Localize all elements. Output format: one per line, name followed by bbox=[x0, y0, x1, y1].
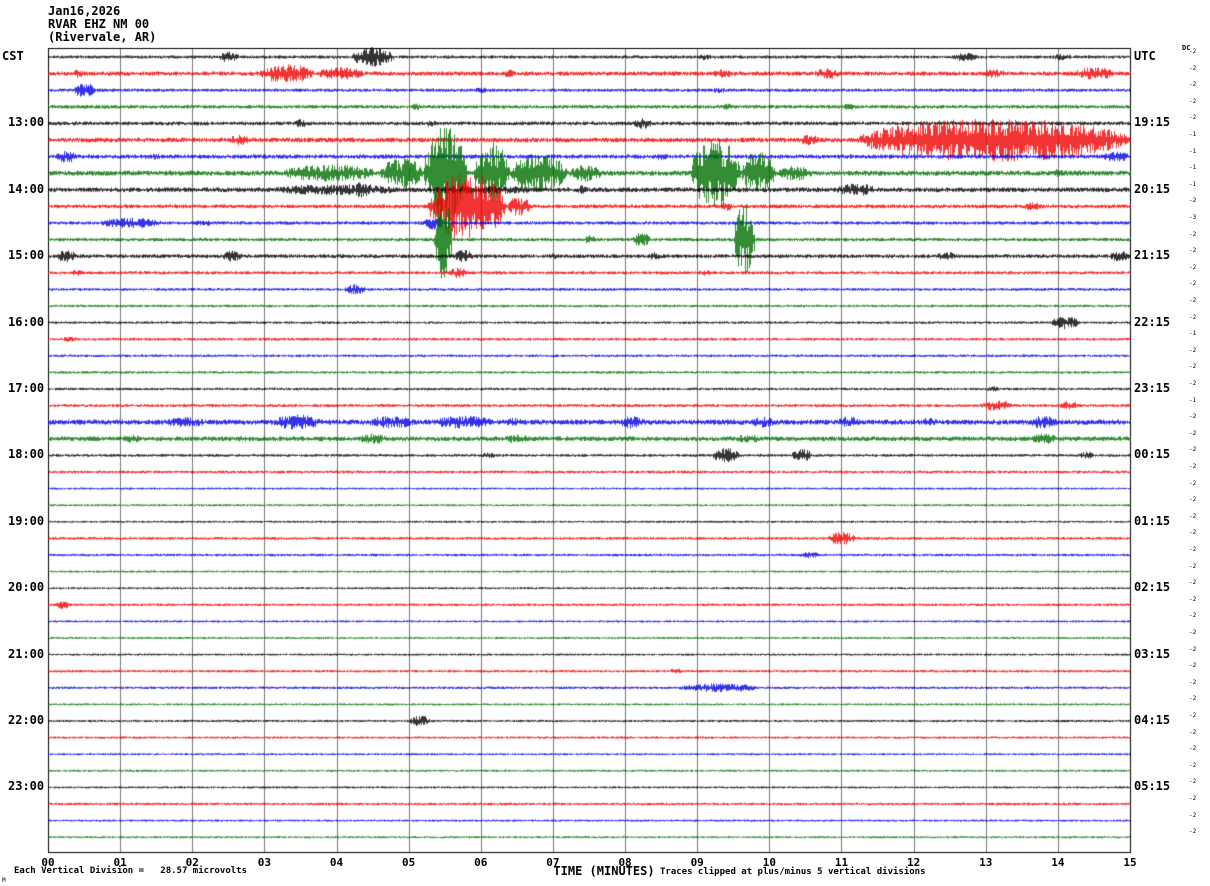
location-label: (Rivervale, AR) bbox=[48, 30, 157, 44]
x-axis-title: TIME (MINUTES) bbox=[553, 864, 655, 878]
station-label: RVAR EHZ NM 00 bbox=[48, 17, 150, 31]
dc-column-header: DC bbox=[1182, 44, 1191, 52]
clip-note: Traces clipped at plus/minus 5 vertical … bbox=[660, 867, 926, 877]
scale-note: Each Vertical Division = 28.57 microvolt… bbox=[14, 866, 247, 876]
corner-mark: M bbox=[2, 877, 6, 884]
date-label: Jan16,2026 bbox=[48, 4, 121, 18]
